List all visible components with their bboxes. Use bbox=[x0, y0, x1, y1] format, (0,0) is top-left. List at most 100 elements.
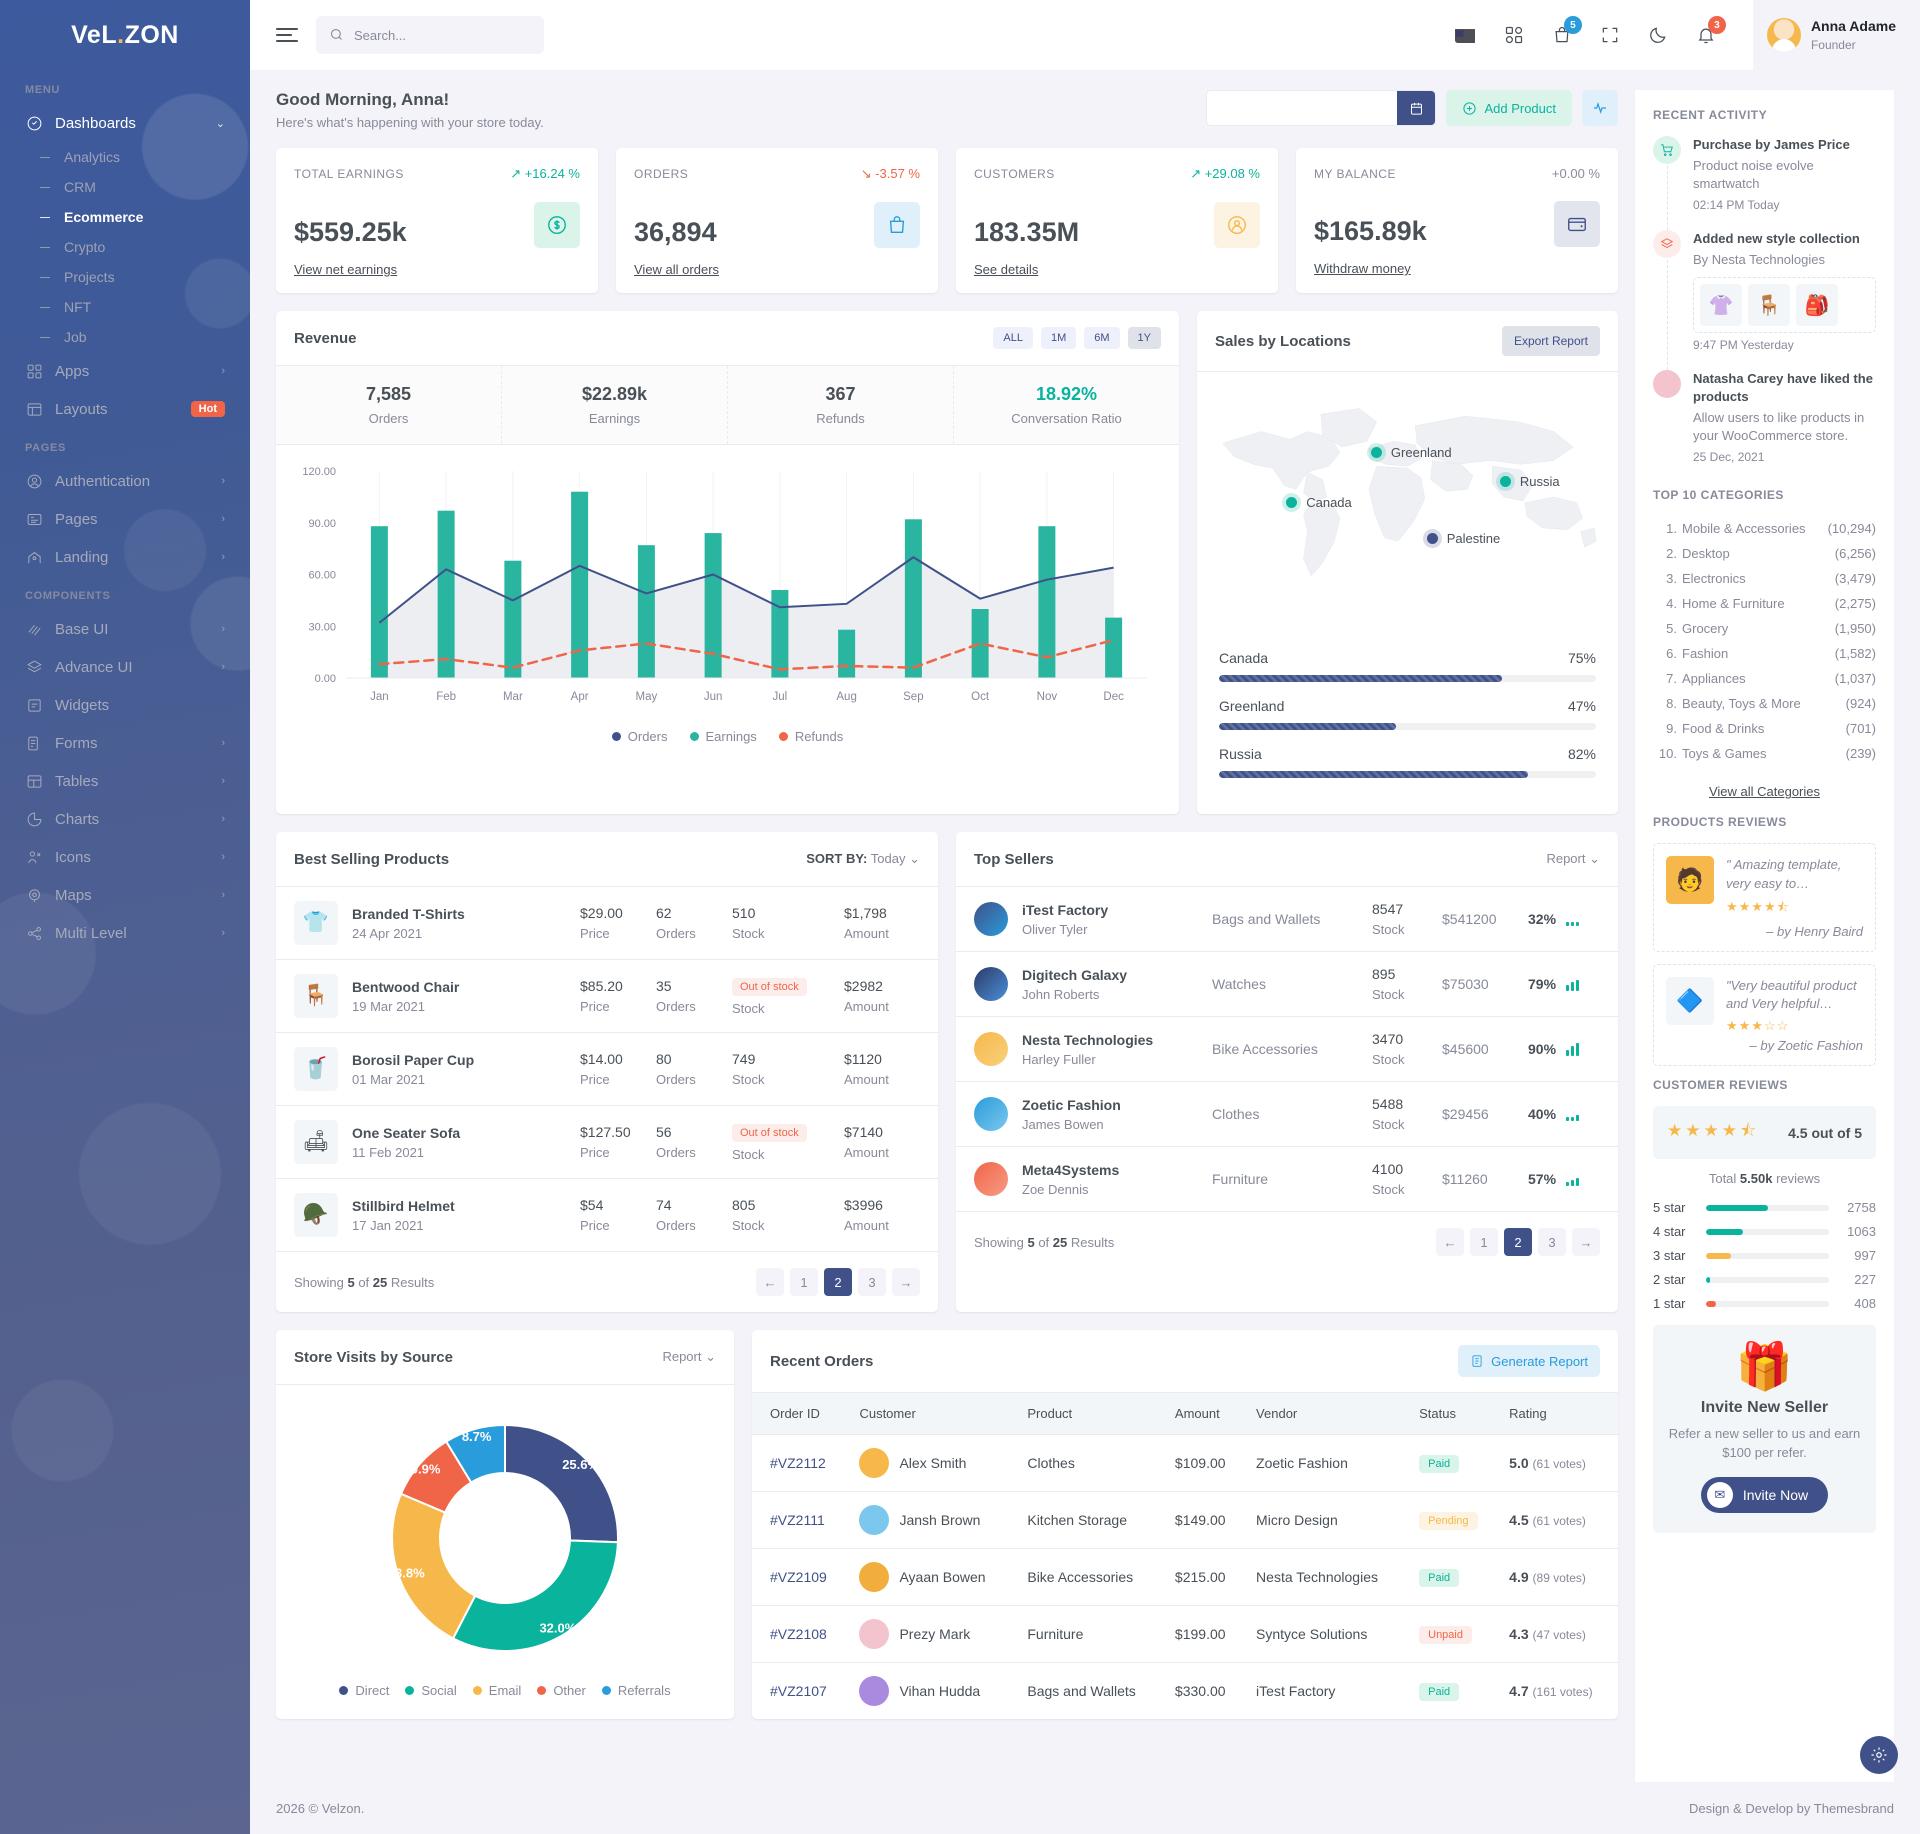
sidebar-item-apps[interactable]: Apps › bbox=[0, 352, 250, 390]
brand-logo[interactable]: VeL.ZON bbox=[0, 0, 250, 70]
date-range-picker[interactable] bbox=[1206, 90, 1437, 126]
sidebar-item-base-ui[interactable]: Base UI › bbox=[0, 610, 250, 648]
sidebar-item-maps[interactable]: Maps › bbox=[0, 876, 250, 914]
best-selling-page-1[interactable]: 1 bbox=[790, 1268, 818, 1296]
revenue-range-1m[interactable]: 1M bbox=[1040, 327, 1077, 349]
table-row[interactable]: #VZ2107 Vihan Hudda Bags and Wallets $330.0… bbox=[752, 1663, 1618, 1720]
top-sellers-page-prev[interactable]: ← bbox=[1436, 1228, 1464, 1256]
category-row[interactable]: 4. Home & Furniture (2,275) bbox=[1653, 591, 1876, 616]
revenue-range-1y[interactable]: 1Y bbox=[1127, 327, 1161, 349]
user-profile-menu[interactable]: Anna Adame Founder bbox=[1752, 0, 1920, 70]
sidebar-item-dashboards[interactable]: Dashboards ⌄ bbox=[0, 104, 250, 142]
generate-report-button[interactable]: Generate Report bbox=[1458, 1345, 1600, 1377]
sidebar-subitem-crypto[interactable]: Crypto bbox=[0, 232, 250, 262]
category-row[interactable]: 10. Toys & Games (239) bbox=[1653, 741, 1876, 766]
best-selling-page-3[interactable]: 3 bbox=[858, 1268, 886, 1296]
calendar-button[interactable] bbox=[1397, 91, 1436, 125]
table-row[interactable]: #VZ2108 Prezy Mark Furniture $199.00 Syntyce… bbox=[752, 1605, 1618, 1663]
sidebar-item-advance-ui[interactable]: Advance UI › bbox=[0, 648, 250, 686]
category-row[interactable]: 5. Grocery (1,950) bbox=[1653, 616, 1876, 641]
menu-toggle-button[interactable] bbox=[276, 24, 298, 46]
sidebar-item-widgets[interactable]: Widgets bbox=[0, 686, 250, 724]
fullscreen-button[interactable] bbox=[1589, 14, 1631, 56]
best-selling-page-next[interactable]: → bbox=[892, 1268, 920, 1296]
sidebar-item-multi-level[interactable]: Multi Level › bbox=[0, 914, 250, 952]
map-marker-greenland[interactable]: Greenland bbox=[1370, 445, 1452, 460]
product-row[interactable]: 🪑 Bentwood Chair 19 Mar 2021 $85.20 Price 35 O… bbox=[276, 960, 938, 1033]
map-marker-palestine[interactable]: Palestine bbox=[1426, 531, 1500, 546]
sidebar-item-tables[interactable]: Tables › bbox=[0, 762, 250, 800]
svg-text:60.00: 60.00 bbox=[308, 570, 336, 582]
seller-row[interactable]: Nesta Technologies Harley Fuller Bike Acce… bbox=[956, 1017, 1618, 1082]
category-row[interactable]: 1. Mobile & Accessories (10,294) bbox=[1653, 516, 1876, 541]
export-report-button[interactable]: Export Report bbox=[1501, 326, 1600, 356]
best-selling-page-2[interactable]: 2 bbox=[824, 1268, 852, 1296]
product-row[interactable]: 🥤 Borosil Paper Cup 01 Mar 2021 $14.00 Price… bbox=[276, 1033, 938, 1106]
language-flag-button[interactable] bbox=[1445, 14, 1487, 56]
invite-now-button[interactable]: ✉ Invite Now bbox=[1700, 1476, 1829, 1513]
product-row[interactable]: 🪖 Stillbird Helmet 17 Jan 2021 $54 Price 74 Or… bbox=[276, 1179, 938, 1252]
category-row[interactable]: 6. Fashion (1,582) bbox=[1653, 641, 1876, 666]
revenue-range-6m[interactable]: 6M bbox=[1084, 327, 1120, 349]
product-row[interactable]: 👕 Branded T-Shirts 24 Apr 2021 $29.00 Price 6… bbox=[276, 887, 938, 960]
sidebar-subitem-analytics[interactable]: Analytics bbox=[0, 142, 250, 172]
category-row[interactable]: 8. Beauty, Toys & More (924) bbox=[1653, 691, 1876, 716]
date-range-input[interactable] bbox=[1207, 91, 1398, 125]
activity-pulse-button[interactable] bbox=[1582, 90, 1618, 126]
sidebar-item-icons[interactable]: Icons › bbox=[0, 838, 250, 876]
stat-link[interactable]: View net earnings bbox=[294, 262, 398, 277]
table-row[interactable]: #VZ2109 Ayaan Bowen Bike Accessories $215.0… bbox=[752, 1548, 1618, 1606]
sidebar-item-charts[interactable]: Charts › bbox=[0, 800, 250, 838]
product-row[interactable]: 🛋 One Seater Sofa 11 Feb 2021 $127.50 Price 5… bbox=[276, 1106, 938, 1179]
sidebar-subitem-crm[interactable]: CRM bbox=[0, 172, 250, 202]
sidebar-item-authentication[interactable]: Authentication › bbox=[0, 462, 250, 500]
stat-link[interactable]: See details bbox=[974, 262, 1039, 277]
top-sellers-page-next[interactable]: → bbox=[1572, 1228, 1600, 1256]
best-selling-page-prev[interactable]: ← bbox=[756, 1268, 784, 1296]
order-id[interactable]: #VZ2107 bbox=[770, 1683, 827, 1699]
order-id[interactable]: #VZ2112 bbox=[770, 1455, 826, 1471]
top-sellers-page-2[interactable]: 2 bbox=[1504, 1228, 1532, 1256]
top-sellers-page-1[interactable]: 1 bbox=[1470, 1228, 1498, 1256]
sidebar-subitem-projects[interactable]: Projects bbox=[0, 262, 250, 292]
category-row[interactable]: 7. Appliances (1,037) bbox=[1653, 666, 1876, 691]
seller-row[interactable]: Zoetic Fashion James Bowen Clothes 5488 Stoc… bbox=[956, 1082, 1618, 1147]
view-all-categories-link[interactable]: View all Categories bbox=[1708, 784, 1821, 800]
order-id[interactable]: #VZ2108 bbox=[770, 1626, 827, 1642]
sidebar-item-landing[interactable]: Landing › bbox=[0, 538, 250, 576]
seller-row[interactable]: Digitech Galaxy John Roberts Watches 895 Sto… bbox=[956, 952, 1618, 1017]
top-sellers-page-3[interactable]: 3 bbox=[1538, 1228, 1566, 1256]
settings-fab-button[interactable] bbox=[1860, 1736, 1898, 1774]
order-id[interactable]: #VZ2109 bbox=[770, 1569, 827, 1585]
sidebar-item-layouts[interactable]: Layouts Hot bbox=[0, 390, 250, 428]
stat-link[interactable]: View all orders bbox=[634, 262, 720, 277]
dark-mode-button[interactable] bbox=[1637, 14, 1679, 56]
category-row[interactable]: 2. Desktop (6,256) bbox=[1653, 541, 1876, 566]
sidebar-subitem-nft[interactable]: NFT bbox=[0, 292, 250, 322]
sidebar-item-forms[interactable]: Forms › bbox=[0, 724, 250, 762]
search-input[interactable] bbox=[316, 16, 544, 54]
products-reviews-title: PRODUCTS REVIEWS bbox=[1653, 815, 1787, 830]
seller-row[interactable]: iTest Factory Oliver Tyler Bags and Wallet… bbox=[956, 887, 1618, 952]
add-product-button[interactable]: Add Product bbox=[1446, 90, 1572, 126]
seller-row[interactable]: Meta4Systems Zoe Dennis Furniture 4100 Stock… bbox=[956, 1147, 1618, 1212]
order-id[interactable]: #VZ2111 bbox=[770, 1512, 825, 1528]
sidebar-item-pages[interactable]: Pages › bbox=[0, 500, 250, 538]
store-visits-report-dropdown[interactable]: Report ⌄ bbox=[662, 1349, 716, 1364]
sidebar-subitem-job[interactable]: Job bbox=[0, 322, 250, 352]
table-row[interactable]: #VZ2112 Alex Smith Clothes $109.00 Zoetic Fa… bbox=[752, 1434, 1618, 1492]
map-marker-russia[interactable]: Russia bbox=[1499, 474, 1560, 489]
top-sellers-report-dropdown[interactable]: Report ⌄ bbox=[1546, 851, 1600, 866]
table-row[interactable]: #VZ2111 Jansh Brown Kitchen Storage $149.00… bbox=[752, 1491, 1618, 1549]
category-row[interactable]: 9. Food & Drinks (701) bbox=[1653, 716, 1876, 741]
notifications-button[interactable]: 3 bbox=[1685, 14, 1727, 56]
category-label: Home & Furniture bbox=[1682, 596, 1785, 612]
revenue-range-all[interactable]: ALL bbox=[993, 327, 1033, 349]
stat-link[interactable]: Withdraw money bbox=[1314, 261, 1411, 276]
sort-by-control[interactable]: SORT BY: Today ⌄ bbox=[806, 851, 920, 867]
map-marker-canada[interactable]: Canada bbox=[1286, 495, 1352, 510]
cart-button[interactable]: 5 bbox=[1541, 14, 1583, 56]
sidebar-subitem-ecommerce[interactable]: Ecommerce bbox=[0, 202, 250, 232]
apps-grid-button[interactable] bbox=[1493, 14, 1535, 56]
category-row[interactable]: 3. Electronics (3,479) bbox=[1653, 566, 1876, 591]
